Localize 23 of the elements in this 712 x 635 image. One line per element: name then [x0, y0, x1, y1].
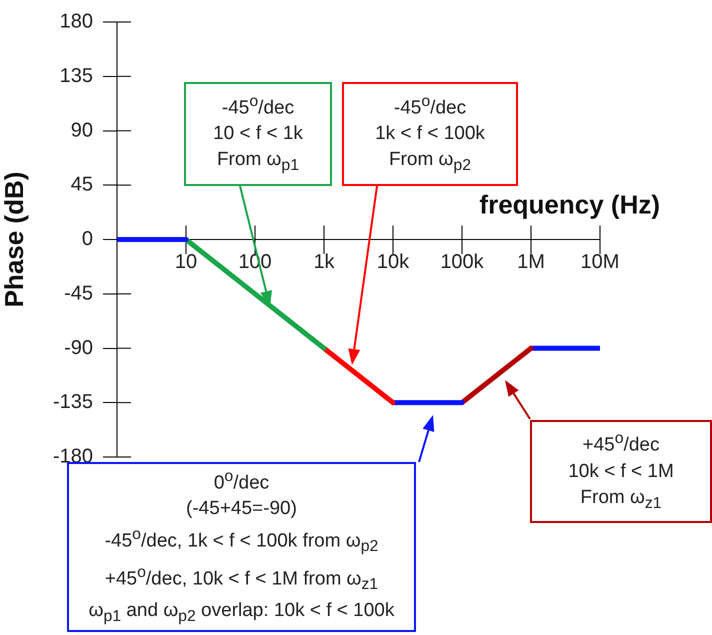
y-tick-label: 45 [70, 174, 93, 196]
y-tick-label: 135 [60, 64, 93, 87]
y-tick-label: -45 [64, 282, 93, 304]
text-box: -45$^{o}$/dec 10 < f < 1k From ω$_{p1}$ [184, 82, 332, 186]
y-tick-label: -135 [52, 391, 93, 414]
x-axis-title: frequency (Hz) [479, 190, 660, 220]
x-tick-label: 10 [174, 251, 198, 274]
y-tick-label: 180 [60, 10, 93, 33]
x-tick-label: 10k [376, 251, 410, 274]
text-box: +45$^{o}$/dec 10k < f < 1M From ω$_{z1}$ [530, 420, 712, 523]
text-box: -45$^{o}$/dec 1k < f < 100k From ω$_{p2}$ [342, 82, 518, 186]
annotation: +45$^{o}$/dec 10k < f < 1M From ω$_{z1}$ [568, 429, 674, 514]
y-tick-label: -90 [64, 336, 93, 359]
x-tick-label: 1k [313, 251, 336, 274]
x-tick-label: 1M [517, 251, 545, 274]
x-tick-label: 100k [440, 251, 485, 274]
y-tick-label: 0 [82, 228, 93, 250]
annotation: -45$^{o}$/dec 10 < f < 1k From ω$_{p1}$ [213, 92, 303, 176]
text-box: 0$^{o}$/dec (-45+45=-90) -45$^{o}$/dec, 1k < f < 100k from ω$_{p2}$ +45$^{o}$/dec, 10k < f < 1M from ω$_{z1}$ ω$_{p1}$ and ω$_{p2}$ overlap: 10k < f < 100k [67, 462, 416, 632]
annotation: -45$^{o}$/dec 1k < f < 100k From ω$_{p2}$ [375, 92, 485, 176]
y-axis-title: Phase (dB) [0, 172, 29, 308]
y-tick-label: 90 [70, 119, 93, 142]
x-tick-label: 10M [580, 251, 620, 274]
